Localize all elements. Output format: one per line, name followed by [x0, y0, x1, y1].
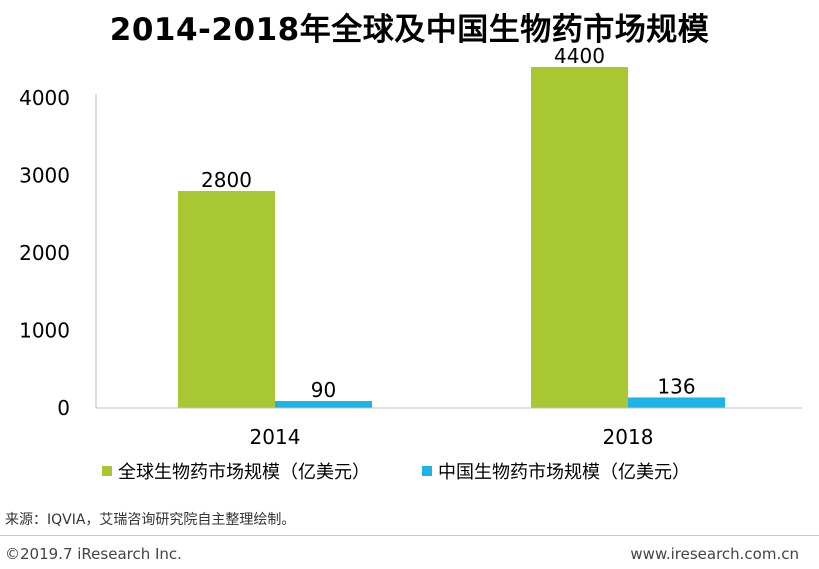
legend-label-china: 中国生物药市场规模（亿美元）	[438, 462, 690, 483]
bar-chart: 0 1000 2000 3000 4000 2800 90 2014 4400 136 2018	[19, 44, 802, 449]
chart-title: 2014-2018年全球及中国生物药市场规模	[109, 12, 710, 48]
y-tick-label: 2000	[19, 241, 70, 265]
copyright-text: ©2019.7 iResearch Inc.	[5, 545, 182, 563]
legend-swatch-global	[102, 466, 112, 476]
y-tick-label: 1000	[19, 319, 70, 343]
legend-swatch-china	[422, 466, 432, 476]
data-label: 90	[311, 378, 336, 402]
legend-item-china: 中国生物药市场规模（亿美元）	[422, 458, 690, 484]
footer-divider	[0, 535, 819, 536]
x-tick-label: 2014	[250, 425, 301, 449]
source-note: 来源：IQVIA，艾瑞咨询研究院自主整理绘制。	[5, 512, 296, 528]
data-label: 136	[657, 374, 695, 398]
x-tick-label: 2018	[603, 425, 654, 449]
bar-china-2014	[275, 401, 372, 408]
data-label: 4400	[554, 44, 605, 68]
legend-label-global: 全球生物药市场规模（亿美元）	[118, 462, 370, 483]
y-tick-label: 0	[57, 396, 70, 420]
data-label: 2800	[201, 168, 252, 192]
y-tick-label: 4000	[19, 86, 70, 110]
y-tick-label: 3000	[19, 164, 70, 188]
website-link[interactable]: www.iresearch.com.cn	[630, 545, 799, 563]
bar-china-2018	[628, 397, 725, 408]
legend-item-global: 全球生物药市场规模（亿美元）	[102, 458, 370, 484]
legend: 全球生物药市场规模（亿美元） 中国生物药市场规模（亿美元）	[102, 458, 742, 484]
bar-global-2018	[531, 67, 628, 408]
bar-global-2014	[178, 191, 275, 408]
